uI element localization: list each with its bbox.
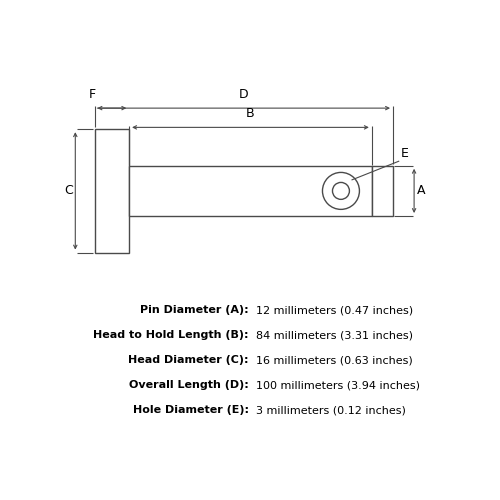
Text: F: F: [89, 88, 96, 101]
Text: 84 millimeters (3.31 inches): 84 millimeters (3.31 inches): [256, 330, 413, 340]
Bar: [129, 166, 372, 216]
Text: A: A: [417, 184, 426, 198]
Circle shape: [322, 172, 360, 210]
Bar: [94, 130, 129, 252]
Text: B: B: [246, 108, 255, 120]
Text: C: C: [64, 184, 72, 198]
Text: 100 millimeters (3.94 inches): 100 millimeters (3.94 inches): [256, 380, 420, 390]
Text: Head to Hold Length (B):: Head to Hold Length (B):: [93, 330, 248, 340]
Text: Pin Diameter (A):: Pin Diameter (A):: [140, 305, 248, 316]
Text: 3 millimeters (0.12 inches): 3 millimeters (0.12 inches): [256, 406, 406, 415]
Text: 16 millimeters (0.63 inches): 16 millimeters (0.63 inches): [256, 356, 413, 366]
Text: Hole Diameter (E):: Hole Diameter (E):: [132, 406, 248, 415]
Bar: [372, 166, 393, 216]
Text: Head Diameter (C):: Head Diameter (C):: [128, 356, 248, 366]
Text: D: D: [239, 88, 248, 101]
Circle shape: [332, 182, 349, 200]
Text: E: E: [400, 147, 408, 160]
Text: 12 millimeters (0.47 inches): 12 millimeters (0.47 inches): [256, 305, 414, 316]
Text: Overall Length (D):: Overall Length (D):: [129, 380, 248, 390]
